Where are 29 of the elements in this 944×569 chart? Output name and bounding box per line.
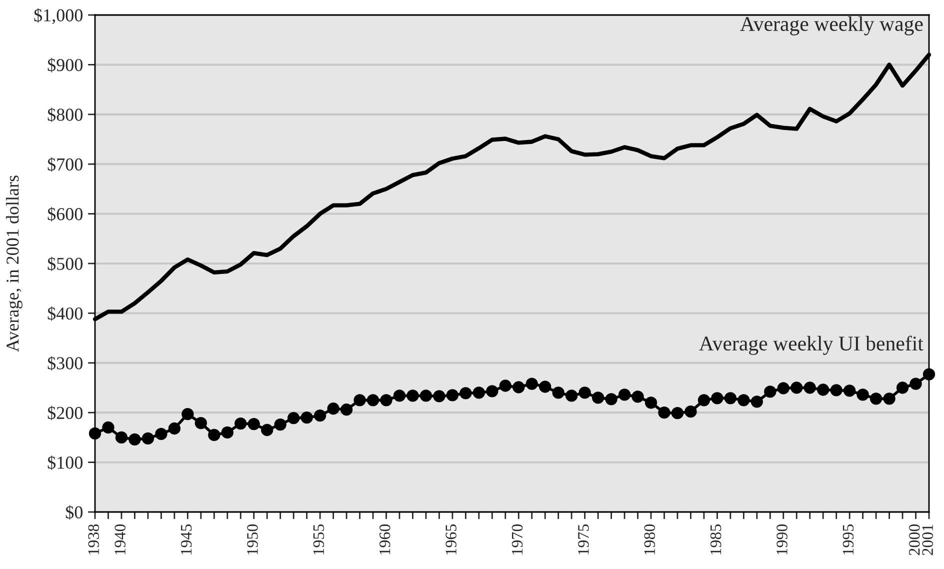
x-tick-label: 1985 <box>710 524 722 554</box>
x-tick-label: 1970 <box>512 524 523 554</box>
x-tick-label: 1945 <box>180 524 192 554</box>
series-label: Average weekly UI benefit <box>699 336 924 355</box>
y-tick-label: $600 <box>48 206 83 222</box>
y-tick-label: $400 <box>48 306 83 321</box>
x-tick-label: 1965 <box>446 524 456 554</box>
series-label: Average weekly wage <box>740 16 923 36</box>
y-tick-label: $700 <box>48 157 83 172</box>
y-tick-label: $800 <box>48 108 83 122</box>
y-tick-label: $0 <box>66 505 83 520</box>
x-tick-label: 1950 <box>247 524 258 554</box>
y-tick-label: $100 <box>48 455 83 470</box>
y-tick-label: $1,000 <box>34 8 83 24</box>
x-tick-label: 1995 <box>842 524 854 554</box>
x-tick-label: 1960 <box>379 524 390 554</box>
y-tick-label: $900 <box>48 58 83 72</box>
y-tick-label: $200 <box>48 406 83 420</box>
y-tick-label: $500 <box>48 256 83 272</box>
x-tick-label: 2000 <box>908 524 920 556</box>
y-axis-title: Average, in 2001 dollars <box>6 176 22 352</box>
x-tick-label: 2001 <box>922 524 933 556</box>
x-tick-label: 1940 <box>114 524 126 554</box>
x-tick-label: 1990 <box>776 524 788 554</box>
x-tick-label: 1938 <box>88 524 99 554</box>
x-tick-label: 1980 <box>644 524 655 554</box>
y-tick-label: $300 <box>48 356 83 371</box>
x-tick-label: 1975 <box>578 524 589 554</box>
x-tick-label: 1955 <box>313 524 324 554</box>
